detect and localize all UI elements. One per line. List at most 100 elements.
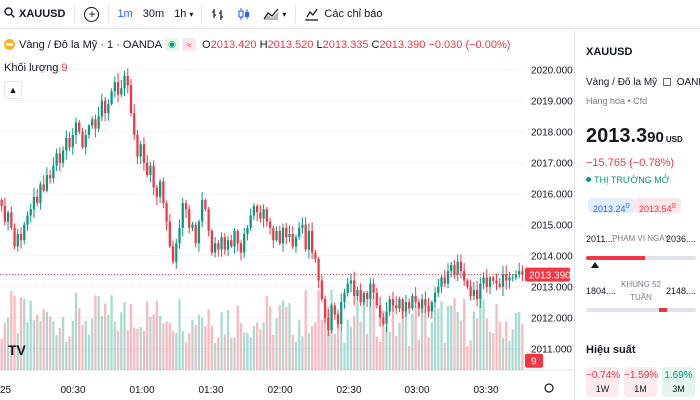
volume-bar bbox=[45, 311, 49, 370]
candle-body bbox=[395, 305, 398, 309]
performance-value: −0.74% bbox=[586, 370, 621, 381]
last-price-label: 2013.390 bbox=[529, 271, 571, 282]
interval-1h-button[interactable]: 1h ▾ bbox=[169, 0, 198, 29]
symbol-search-button[interactable]: XAUUSD bbox=[0, 0, 71, 29]
volume-bar bbox=[437, 308, 440, 370]
time-tick-label: 25 bbox=[0, 385, 12, 396]
candle-body bbox=[459, 261, 463, 272]
candle-body bbox=[100, 100, 104, 117]
candle-body bbox=[175, 243, 178, 262]
series-title[interactable]: Vàng / Đô la Mỹ · 1 · OANDA bbox=[19, 38, 163, 51]
volume-bar bbox=[149, 316, 152, 370]
gold-coin-icon bbox=[4, 39, 15, 50]
volume-bar bbox=[210, 325, 213, 370]
candle-body bbox=[61, 150, 65, 163]
volume-bar bbox=[142, 331, 146, 370]
candle-body bbox=[446, 271, 450, 284]
candle-body bbox=[158, 181, 162, 197]
candle-body bbox=[291, 234, 294, 247]
volume-bar bbox=[311, 326, 314, 370]
candle-body bbox=[375, 292, 378, 306]
candle-body bbox=[84, 134, 87, 148]
performance-1w[interactable]: −0.74% 1W bbox=[586, 367, 621, 397]
volume-bar bbox=[408, 346, 411, 370]
price-tick-label: 2011.000 bbox=[531, 345, 572, 356]
candle-body bbox=[184, 203, 188, 210]
week52-high: 2148.... bbox=[665, 286, 696, 296]
bar-chart-type-button[interactable] bbox=[205, 0, 231, 29]
candle-body bbox=[233, 230, 236, 247]
volume-bar bbox=[453, 298, 456, 370]
interval-30m-button[interactable]: 30m bbox=[142, 8, 165, 20]
volume-bar bbox=[84, 321, 87, 370]
candle-chart-type-button[interactable] bbox=[231, 0, 257, 29]
toolbar-divider bbox=[108, 5, 110, 23]
candle-body bbox=[155, 187, 159, 197]
candle-body bbox=[272, 227, 275, 241]
volume-bar bbox=[463, 299, 466, 370]
close-key: C bbox=[371, 38, 380, 51]
candle-body bbox=[408, 302, 411, 309]
external-link-icon[interactable] bbox=[662, 78, 671, 86]
interval-1m-button[interactable]: 1m bbox=[117, 8, 133, 20]
volume-bar bbox=[207, 309, 210, 370]
candle-body bbox=[6, 212, 10, 222]
top-toolbar: XAUUSD + 1m 30m 1h ▾ ▾ Các chỉ báo bbox=[0, 0, 700, 29]
candle-body bbox=[385, 311, 388, 324]
candle-body bbox=[378, 305, 382, 318]
last-volume-label: 9 bbox=[531, 357, 537, 368]
candle-body bbox=[246, 227, 249, 235]
volume-bar bbox=[74, 292, 78, 370]
price-chart[interactable]: 2020.000 2019.000 2018.000 2017.000 2016.000… bbox=[0, 30, 575, 400]
price-tick-label: 2017.000 bbox=[531, 159, 573, 170]
candle-body bbox=[13, 227, 16, 247]
eye-icon[interactable]: ◉ bbox=[165, 38, 180, 51]
volume-bar bbox=[511, 329, 514, 370]
compare-symbol-button[interactable]: + bbox=[78, 0, 105, 29]
candle-body bbox=[223, 237, 226, 250]
wave-icon[interactable]: ≈ bbox=[182, 38, 197, 51]
performance-3m[interactable]: 1.69% 3M bbox=[662, 367, 695, 397]
volume-bar bbox=[49, 316, 52, 370]
week52-label: KHUNG 52 TUẦN bbox=[620, 280, 661, 302]
performance-1m[interactable]: −1.59% 1M bbox=[624, 367, 658, 397]
volume-bar bbox=[443, 342, 446, 370]
candle-body bbox=[133, 113, 136, 135]
volume-bar bbox=[103, 303, 107, 370]
volume-bar bbox=[356, 301, 359, 370]
volume-label[interactable]: Khối lượng bbox=[4, 62, 59, 74]
volume-bar bbox=[485, 318, 488, 370]
candle-body bbox=[252, 206, 256, 216]
volume-bar bbox=[158, 315, 162, 370]
volume-bar bbox=[382, 310, 385, 370]
volume-bar bbox=[327, 306, 330, 370]
volume-bar bbox=[336, 312, 340, 370]
area-chart-type-button[interactable]: ▾ bbox=[257, 0, 292, 29]
candle-body bbox=[194, 224, 197, 244]
time-tick-label: 01:30 bbox=[198, 385, 223, 396]
candle-body bbox=[230, 240, 233, 247]
volume-bar bbox=[388, 331, 391, 370]
volume-bar bbox=[129, 303, 133, 370]
indicators-button[interactable]: Các chỉ báo bbox=[299, 0, 388, 29]
candle-body bbox=[314, 252, 317, 259]
market-status-text: THỊ TRƯỜNG MỞ bbox=[594, 175, 670, 185]
chart-panel[interactable]: 2020.000 2019.000 2018.000 2017.000 2016.000… bbox=[0, 30, 575, 400]
volume-bar bbox=[346, 319, 349, 370]
candle-body bbox=[204, 199, 207, 210]
high-value: 2013.520 bbox=[267, 38, 314, 51]
volume-bar bbox=[320, 319, 323, 370]
volume-bar bbox=[19, 297, 23, 370]
collapse-legend-button[interactable]: ▲ bbox=[4, 81, 22, 99]
candle-body bbox=[168, 221, 171, 247]
candle-body bbox=[414, 296, 417, 303]
volume-bar bbox=[243, 332, 246, 370]
volume-bar bbox=[307, 333, 311, 370]
symbol-label: XAUUSD bbox=[19, 8, 66, 20]
volume-bar bbox=[450, 305, 453, 370]
candle-body bbox=[23, 224, 26, 241]
candle-body bbox=[437, 286, 440, 293]
candle-body bbox=[10, 212, 13, 228]
volume-bar bbox=[107, 314, 110, 370]
performance-title: Hiệu suất bbox=[586, 344, 636, 356]
